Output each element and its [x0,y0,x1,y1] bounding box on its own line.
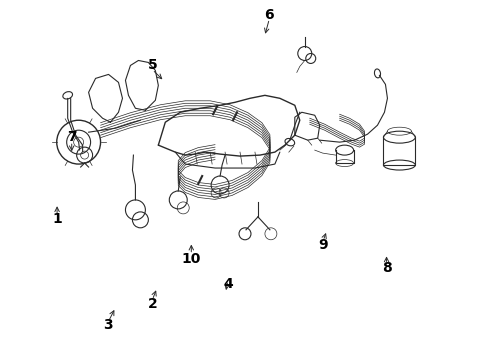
Text: 1: 1 [52,212,62,226]
Text: 3: 3 [103,318,113,332]
Text: 7: 7 [67,130,76,144]
Text: 2: 2 [147,297,157,311]
Text: 6: 6 [265,8,274,22]
Text: 4: 4 [223,277,233,291]
Text: 9: 9 [318,238,328,252]
Text: 10: 10 [182,252,201,266]
Text: 5: 5 [147,58,157,72]
Text: 8: 8 [382,261,392,275]
